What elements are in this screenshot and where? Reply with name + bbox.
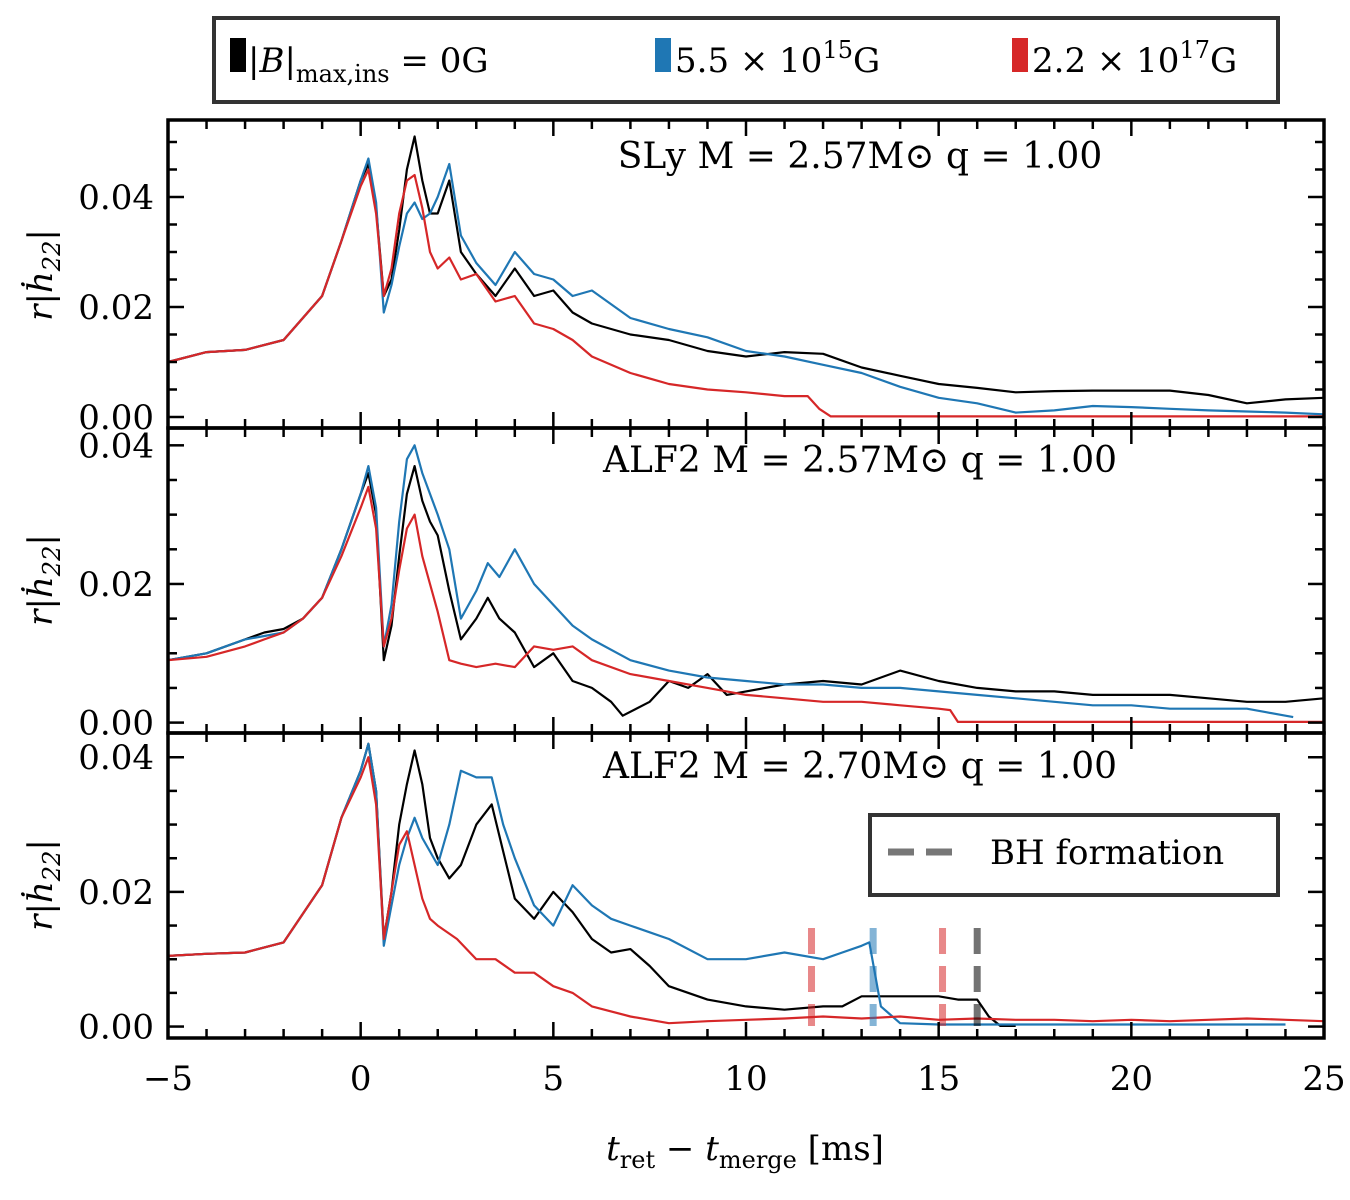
x-tick-label: 0: [350, 1059, 372, 1099]
legend-entry-0g: |B|max,ins = 0G: [248, 41, 489, 88]
series-line-2.2-10-17-g-panel-0: [167, 168, 1324, 418]
ylabel-panel-2: r|ḣ22|: [21, 839, 66, 931]
panel-title-alf2-2.57: ALF2 M = 2.57M⊙ q = 1.00: [602, 440, 1117, 481]
bh-legend-label: BH formation: [990, 833, 1224, 873]
series-line-2.2-10-17-g-panel-1: [167, 485, 1324, 723]
x-tick-label: 5: [543, 1059, 565, 1099]
panel-title-alf2-2.70: ALF2 M = 2.70M⊙ q = 1.00: [602, 746, 1117, 787]
panel-sly-2.57: 0.00 0.02 0.04 SLy M = 2.57M⊙ q = 1.00: [78, 118, 1326, 438]
xlabel: tret − tmerge [ms]: [606, 1129, 884, 1174]
y-tick-label: 0.04: [78, 738, 154, 778]
legend-swatch-5.5e15: [655, 38, 671, 72]
y-tick-label: 0.02: [78, 873, 154, 913]
y-tick-label: 0.00: [78, 398, 154, 438]
legend-frame: [212, 16, 1280, 104]
series-line-b-max-ins-0g-panel-1: [167, 465, 1325, 717]
panel-alf2-2.57: 0.00 0.02 0.04 ALF2 M = 2.57M⊙ q = 1.00: [78, 426, 1326, 744]
x-tick-label: 15: [917, 1059, 960, 1099]
y-tick-label: 0.02: [78, 565, 154, 605]
x-tick-label: −5: [143, 1059, 193, 1099]
y-tick-label: 0.04: [78, 426, 154, 466]
panel-title-sly-2.57: SLy M = 2.57M⊙ q = 1.00: [618, 136, 1103, 177]
x-tick-label: 20: [1110, 1059, 1153, 1099]
bh-legend: BH formation: [868, 813, 1280, 897]
legend-swatch-0g: [230, 38, 246, 72]
legend-entry-2.2e17: 2.2 × 1017G: [1032, 36, 1237, 81]
x-tick-label: 10: [724, 1059, 767, 1099]
y-tick-label: 0.02: [78, 288, 154, 328]
axes-frame-2: [166, 731, 1326, 1040]
ylabel-panel-0: r|ḣ22|: [21, 229, 66, 321]
panel-alf2-2.70: 0.00 0.02 0.04 ALF2 M = 2.70M⊙ q = 1.00 BH…: [78, 731, 1326, 1048]
series-line-5.5-10-15-g-panel-0: [167, 157, 1325, 416]
series-line-2.2-10-17-g-panel-2: [167, 756, 1325, 1025]
y-tick-label: 0.00: [78, 1008, 154, 1048]
y-tick-label: 0.00: [78, 704, 154, 744]
x-tick-labels: −5 0 5 10 15 20 25: [143, 1059, 1346, 1099]
y-tick-label: 0.04: [78, 178, 154, 218]
legend-entry-5.5e15: 5.5 × 1015G: [675, 36, 880, 81]
series-line-5.5-10-15-g-panel-1: [167, 444, 1294, 719]
ylabel-panel-1: r|ḣ22|: [21, 534, 66, 626]
legend-swatch-2.2e17: [1012, 38, 1028, 72]
top-legend: |B|max,ins = 0G 5.5 × 1015G 2.2 × 1017G: [212, 16, 1280, 104]
series-line-5.5-10-15-g-panel-2: [167, 742, 1286, 1026]
x-tick-label: 25: [1302, 1059, 1345, 1099]
